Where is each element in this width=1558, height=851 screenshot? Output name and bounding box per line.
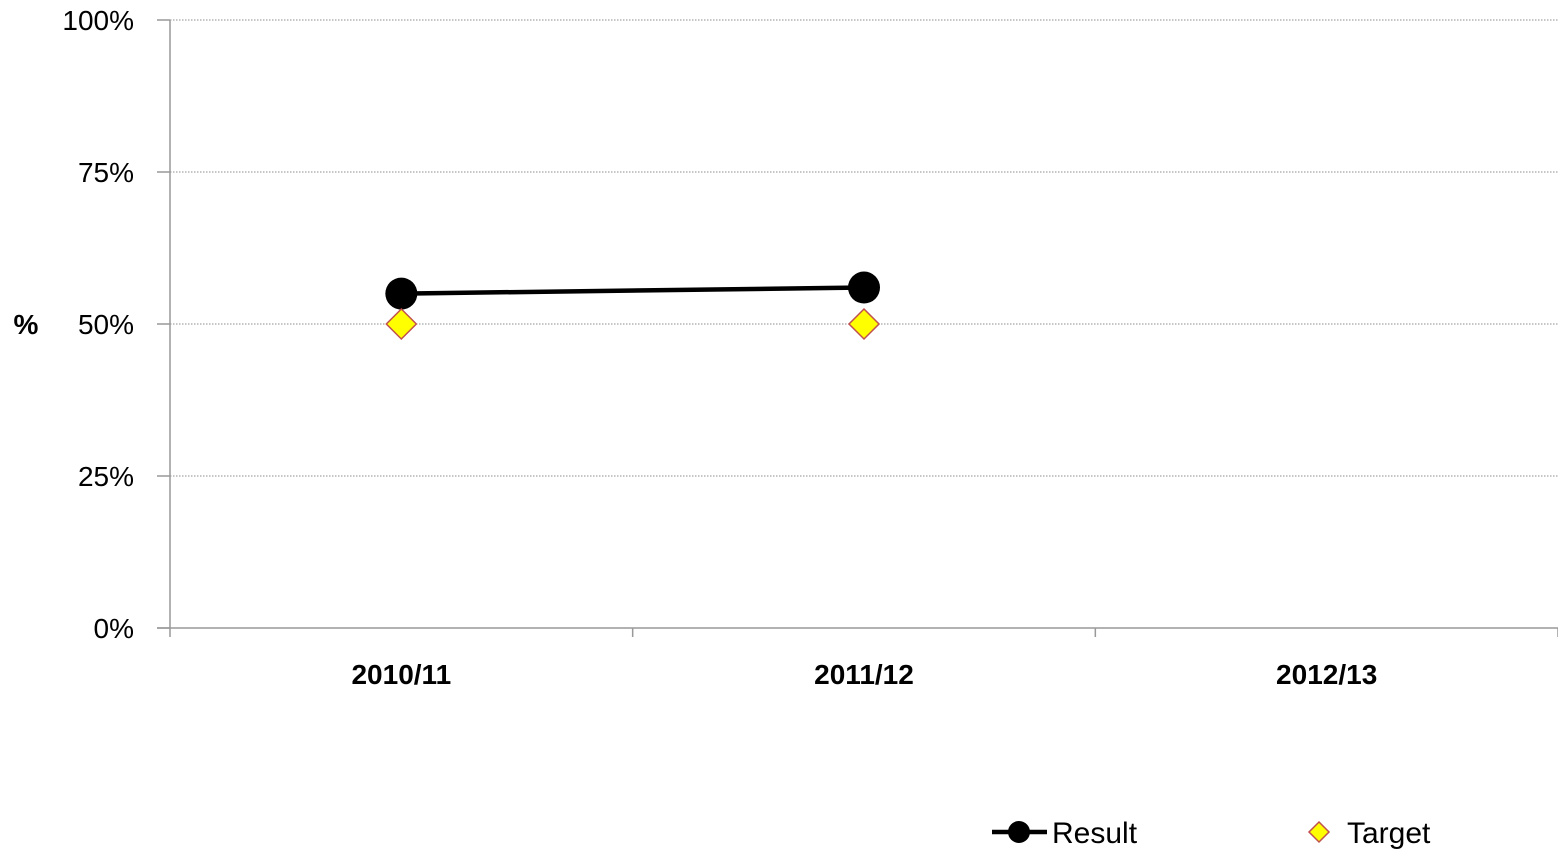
y-tick-labels: 0% 25% 50% 75% 100% xyxy=(62,5,134,644)
y-tick-label: 75% xyxy=(78,157,134,188)
legend-target-marker xyxy=(1307,820,1331,844)
x-tick-marks xyxy=(169,628,1558,637)
x-category-label: 2011/12 xyxy=(814,659,914,690)
target-point xyxy=(385,307,418,341)
result-point xyxy=(848,271,880,304)
result-line xyxy=(401,285,865,296)
legend-result-label: Result xyxy=(1052,817,1138,850)
y-axis-title: % xyxy=(14,309,39,340)
legend: Result Target xyxy=(992,817,1431,850)
target-point xyxy=(847,307,881,341)
x-category-label: 2010/11 xyxy=(351,659,451,690)
series-result xyxy=(385,271,880,310)
y-tick-label: 100% xyxy=(62,5,134,36)
y-tick-label: 25% xyxy=(78,461,134,492)
x-category-labels: 2010/11 2011/12 2012/13 xyxy=(351,659,1377,690)
axes xyxy=(157,20,1558,629)
x-category-label: 2012/13 xyxy=(1276,659,1377,690)
legend-result-marker xyxy=(1008,821,1030,843)
y-tick-label: 50% xyxy=(78,309,134,340)
result-point xyxy=(385,277,418,310)
legend-entry-target: Target xyxy=(1307,817,1431,850)
series-target xyxy=(385,307,881,341)
series-layer xyxy=(385,271,881,341)
legend-target-label: Target xyxy=(1347,817,1431,850)
legend-entry-result: Result xyxy=(992,817,1138,850)
y-tick-label: 0% xyxy=(94,613,134,644)
